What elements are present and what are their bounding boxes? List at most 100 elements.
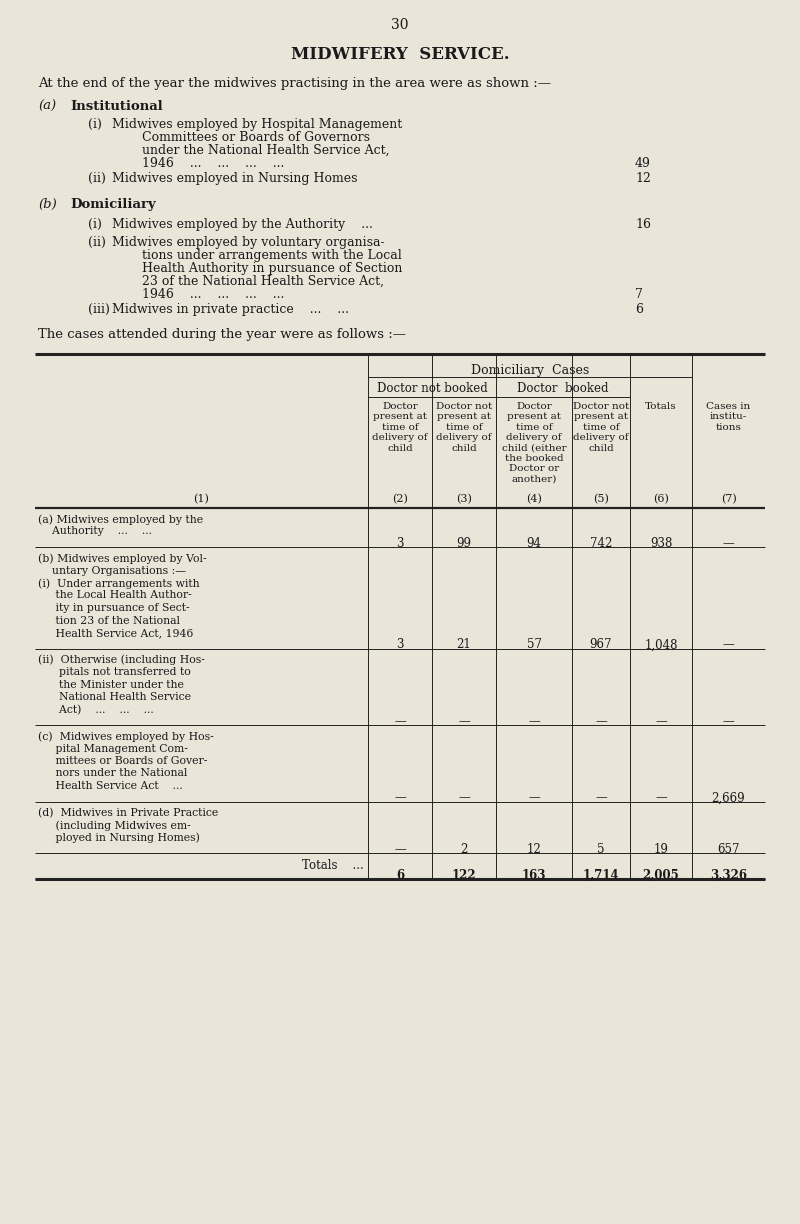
Text: (i): (i) xyxy=(88,218,102,231)
Text: Cases in
institu-
tions: Cases in institu- tions xyxy=(706,401,750,432)
Text: Doctor not
present at
time of
delivery of
child: Doctor not present at time of delivery o… xyxy=(573,401,629,453)
Text: —: — xyxy=(655,715,667,728)
Text: mittees or Boards of Gover-: mittees or Boards of Gover- xyxy=(38,756,207,766)
Text: Domiciliary  Cases: Domiciliary Cases xyxy=(471,364,589,377)
Text: At the end of the year the midwives practising in the area were as shown :—: At the end of the year the midwives prac… xyxy=(38,77,551,91)
Text: 163: 163 xyxy=(522,869,546,883)
Text: 49: 49 xyxy=(635,157,651,170)
Text: 6: 6 xyxy=(635,304,643,316)
Text: (7): (7) xyxy=(721,494,736,504)
Text: —: — xyxy=(722,537,734,550)
Text: Midwives employed in Nursing Homes: Midwives employed in Nursing Homes xyxy=(112,173,358,185)
Text: —: — xyxy=(595,715,607,728)
Text: —: — xyxy=(394,792,406,804)
Text: Midwives in private practice    ...    ...: Midwives in private practice ... ... xyxy=(112,304,349,316)
Text: (ii): (ii) xyxy=(88,236,106,248)
Text: Midwives employed by Hospital Management: Midwives employed by Hospital Management xyxy=(112,118,402,131)
Text: —: — xyxy=(722,639,734,651)
Text: Totals: Totals xyxy=(645,401,677,411)
Text: 21: 21 xyxy=(457,639,471,651)
Text: (ii): (ii) xyxy=(88,173,106,185)
Text: 938: 938 xyxy=(650,537,672,550)
Text: 3: 3 xyxy=(396,537,404,550)
Text: 57: 57 xyxy=(526,639,542,651)
Text: 16: 16 xyxy=(635,218,651,231)
Text: under the National Health Service Act,: under the National Health Service Act, xyxy=(142,144,390,157)
Text: (a) Midwives employed by the: (a) Midwives employed by the xyxy=(38,514,203,525)
Text: 12: 12 xyxy=(635,173,651,185)
Text: Doctor not booked: Doctor not booked xyxy=(377,382,487,395)
Text: the Local Health Author-: the Local Health Author- xyxy=(38,590,192,601)
Text: (6): (6) xyxy=(653,494,669,504)
Text: (1): (1) xyxy=(194,494,210,504)
Text: 1946    ...    ...    ...    ...: 1946 ... ... ... ... xyxy=(142,157,284,170)
Text: Doctor
present at
time of
delivery of
child (either
the booked
Doctor or
another: Doctor present at time of delivery of ch… xyxy=(502,401,566,483)
Text: (including Midwives em-: (including Midwives em- xyxy=(38,820,190,831)
Text: 1946    ...    ...    ...    ...: 1946 ... ... ... ... xyxy=(142,288,284,301)
Text: 2,005: 2,005 xyxy=(642,869,679,883)
Text: 742: 742 xyxy=(590,537,612,550)
Text: tions under arrangements with the Local: tions under arrangements with the Local xyxy=(142,248,402,262)
Text: Health Authority in pursuance of Section: Health Authority in pursuance of Section xyxy=(142,262,402,275)
Text: tion 23 of the National: tion 23 of the National xyxy=(38,616,180,625)
Text: Midwives employed by the Authority    ...: Midwives employed by the Authority ... xyxy=(112,218,373,231)
Text: pitals not transferred to: pitals not transferred to xyxy=(38,667,190,677)
Text: the Minister under the: the Minister under the xyxy=(38,679,184,689)
Text: —: — xyxy=(458,792,470,804)
Text: —: — xyxy=(394,843,406,856)
Text: —: — xyxy=(528,792,540,804)
Text: Doctor
present at
time of
delivery of
child: Doctor present at time of delivery of ch… xyxy=(372,401,428,453)
Text: 2,669: 2,669 xyxy=(712,792,746,804)
Text: —: — xyxy=(458,715,470,728)
Text: The cases attended during the year were as follows :—: The cases attended during the year were … xyxy=(38,328,406,341)
Text: 1,714: 1,714 xyxy=(582,869,619,883)
Text: 94: 94 xyxy=(526,537,542,550)
Text: Health Service Act, 1946: Health Service Act, 1946 xyxy=(38,628,194,638)
Text: 99: 99 xyxy=(457,537,471,550)
Text: pital Management Com-: pital Management Com- xyxy=(38,743,188,754)
Text: Doctor  booked: Doctor booked xyxy=(518,382,609,395)
Text: 122: 122 xyxy=(452,869,476,883)
Text: Health Service Act    ...: Health Service Act ... xyxy=(38,781,182,791)
Text: 6: 6 xyxy=(396,869,404,883)
Text: 3: 3 xyxy=(396,639,404,651)
Text: —: — xyxy=(595,792,607,804)
Text: 30: 30 xyxy=(391,18,409,32)
Text: Totals    ...: Totals ... xyxy=(302,859,364,871)
Text: Doctor not
present at
time of
delivery of
child: Doctor not present at time of delivery o… xyxy=(436,401,492,453)
Text: Institutional: Institutional xyxy=(70,100,162,113)
Text: 3,326: 3,326 xyxy=(710,869,747,883)
Text: 23 of the National Health Service Act,: 23 of the National Health Service Act, xyxy=(142,275,384,288)
Text: 657: 657 xyxy=(718,843,740,856)
Text: (3): (3) xyxy=(456,494,472,504)
Text: (b): (b) xyxy=(38,198,57,211)
Text: 5: 5 xyxy=(598,843,605,856)
Text: (b) Midwives employed by Vol-: (b) Midwives employed by Vol- xyxy=(38,553,206,563)
Text: Domiciliary: Domiciliary xyxy=(70,198,156,211)
Text: 7: 7 xyxy=(635,288,643,301)
Text: Act)    ...    ...    ...: Act) ... ... ... xyxy=(38,705,154,715)
Text: (d)  Midwives in Private Practice: (d) Midwives in Private Practice xyxy=(38,808,218,818)
Text: 19: 19 xyxy=(654,843,669,856)
Text: Midwives employed by voluntary organisa-: Midwives employed by voluntary organisa- xyxy=(112,236,385,248)
Text: ity in pursuance of Sect-: ity in pursuance of Sect- xyxy=(38,603,190,613)
Text: Committees or Boards of Governors: Committees or Boards of Governors xyxy=(142,131,370,144)
Text: nors under the National: nors under the National xyxy=(38,769,187,778)
Text: (iii): (iii) xyxy=(88,304,110,316)
Text: —: — xyxy=(722,715,734,728)
Text: (ii)  Otherwise (including Hos-: (ii) Otherwise (including Hos- xyxy=(38,655,205,665)
Text: —: — xyxy=(394,715,406,728)
Text: 12: 12 xyxy=(526,843,542,856)
Text: Authority    ...    ...: Authority ... ... xyxy=(38,526,152,536)
Text: (c)  Midwives employed by Hos-: (c) Midwives employed by Hos- xyxy=(38,731,214,742)
Text: untary Organisations :—: untary Organisations :— xyxy=(38,565,186,575)
Text: (i)  Under arrangements with: (i) Under arrangements with xyxy=(38,578,200,589)
Text: 1,048: 1,048 xyxy=(644,639,678,651)
Text: (a): (a) xyxy=(38,100,56,113)
Text: National Health Service: National Health Service xyxy=(38,692,191,703)
Text: 967: 967 xyxy=(590,639,612,651)
Text: 2: 2 xyxy=(460,843,468,856)
Text: (2): (2) xyxy=(392,494,408,504)
Text: (4): (4) xyxy=(526,494,542,504)
Text: (5): (5) xyxy=(593,494,609,504)
